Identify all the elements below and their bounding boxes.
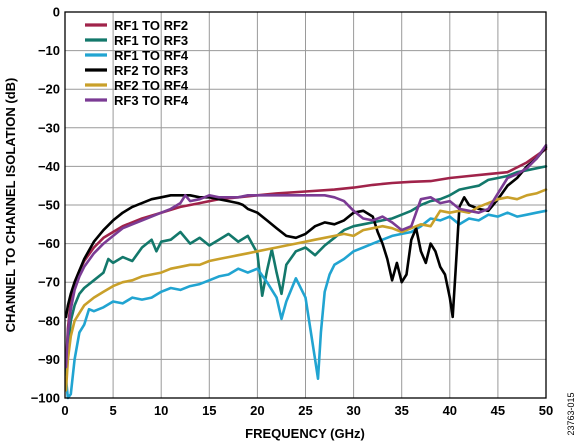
y-tick-label: 0: [53, 5, 60, 20]
x-tick-label: 15: [202, 403, 216, 418]
x-tick-label: 50: [539, 403, 553, 418]
y-tick-label: −20: [38, 82, 60, 97]
x-axis-title: FREQUENCY (GHz): [245, 426, 365, 441]
legend-label: RF2 TO RF4: [114, 78, 189, 93]
y-tick-label: −40: [38, 159, 60, 174]
y-tick-label: −10: [38, 43, 60, 58]
y-tick-label: −60: [38, 236, 60, 251]
figure-id: 23763-015: [566, 392, 576, 435]
x-tick-label: 40: [443, 403, 457, 418]
y-axis-title: CHANNEL TO CHANNEL ISOLATION (dB): [3, 78, 18, 333]
y-tick-label: −30: [38, 120, 60, 135]
x-tick-label: 5: [109, 403, 116, 418]
x-tick-label: 25: [298, 403, 312, 418]
x-tick-label: 0: [61, 403, 68, 418]
x-tick-label: 30: [346, 403, 360, 418]
series-line: [64, 209, 548, 400]
y-tick-label: −50: [38, 198, 60, 213]
y-tick-label: −100: [31, 391, 60, 406]
grid: [65, 12, 546, 398]
series-line: [64, 165, 548, 377]
series-line: [64, 188, 548, 392]
legend-label: RF1 TO RF3: [114, 33, 188, 48]
x-tick-labels: 0 5 10 15 20 25 30 35 40 45 50: [61, 403, 553, 418]
y-tick-labels: 0 −10 −20 −30 −40 −50 −60 −70 −80 −90 −100: [31, 5, 60, 406]
x-tick-label: 10: [154, 403, 168, 418]
legend-label: RF1 TO RF2: [114, 18, 188, 33]
y-tick-label: −70: [38, 275, 60, 290]
series-lines: [64, 143, 548, 400]
series-line: [64, 145, 548, 319]
legend-label: RF2 TO RF3: [114, 63, 188, 78]
series-line: [64, 143, 548, 369]
x-tick-label: 45: [491, 403, 505, 418]
y-tick-label: −80: [38, 313, 60, 328]
plot-frame: [64, 11, 547, 399]
x-tick-label: 20: [250, 403, 264, 418]
legend-label: RF1 TO RF4: [114, 48, 189, 63]
x-tick-label: 35: [394, 403, 408, 418]
legend-label: RF3 TO RF4: [114, 93, 189, 108]
y-tick-label: −90: [38, 352, 60, 367]
